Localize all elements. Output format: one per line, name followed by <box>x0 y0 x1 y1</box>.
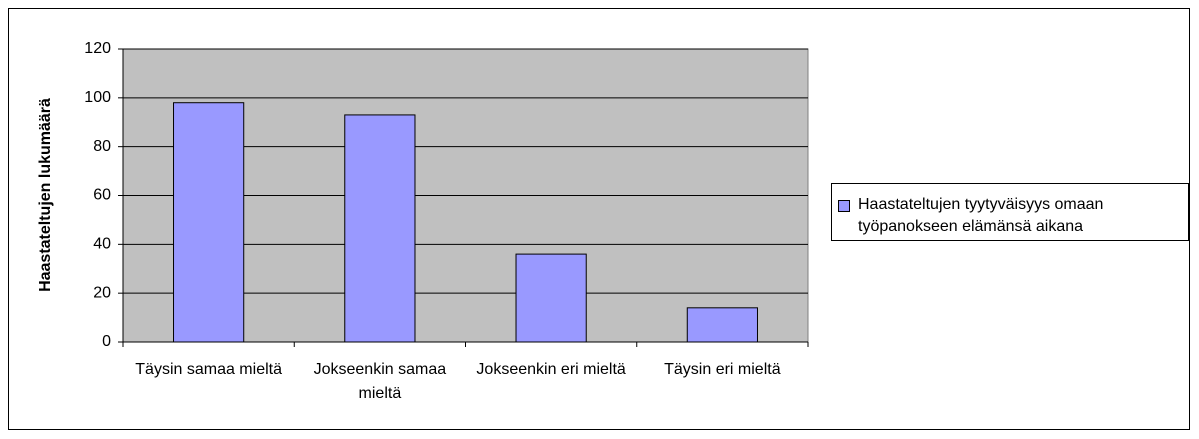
y-tick-label: 0 <box>102 333 111 350</box>
y-tick-label: 40 <box>93 236 111 253</box>
legend-label: Haastateltujen tyytyväisyys omaan työpan… <box>858 196 1104 235</box>
bar <box>515 253 587 343</box>
y-axis-title: Haastateltujen lukumäärä <box>37 98 54 292</box>
x-tick-label: Jokseenkin samaa mieltä <box>313 361 447 402</box>
bar <box>686 307 758 343</box>
x-tick-label: Jokseenkin eri mieltä <box>476 361 626 378</box>
legend-box <box>831 183 1189 241</box>
bar <box>173 102 245 343</box>
bar <box>344 114 416 343</box>
y-tick-label: 60 <box>93 187 111 204</box>
y-tick-label: 20 <box>93 284 111 301</box>
legend-swatch <box>838 200 850 212</box>
x-tick-label: Täysin samaa mieltä <box>135 361 282 378</box>
y-tick-label: 80 <box>93 138 111 155</box>
y-tick-label: 120 <box>84 40 111 57</box>
x-tick-label: Täysin eri mieltä <box>664 361 781 378</box>
y-tick-label: 100 <box>84 89 111 106</box>
